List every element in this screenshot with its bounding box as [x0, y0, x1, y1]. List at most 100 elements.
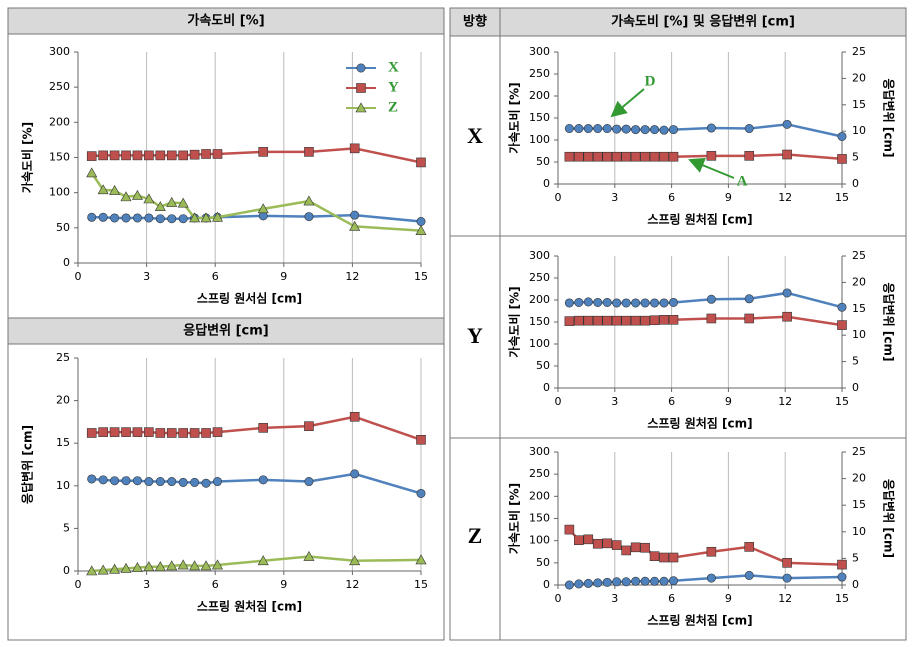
marker: [706, 151, 717, 161]
y-tick-label: 10: [56, 479, 70, 492]
marker: [155, 428, 166, 438]
y-axis-title: 가속도비 [%]: [507, 82, 522, 153]
marker: [86, 428, 97, 438]
marker: [574, 579, 584, 589]
marker: [349, 411, 360, 422]
marker: [782, 311, 792, 322]
marker: [706, 313, 717, 324]
x-tick-label: 12: [345, 578, 359, 591]
marker: [630, 542, 641, 553]
y-tick-label: 0: [543, 177, 550, 190]
marker: [621, 298, 631, 308]
marker: [109, 563, 121, 574]
y-axis-title: 가속도비 [%]: [507, 483, 522, 554]
x-tick-label: 3: [611, 191, 618, 204]
y-tick-label: 50: [536, 556, 550, 569]
marker: [593, 578, 603, 588]
marker: [631, 298, 641, 308]
y-tick-label: 50: [536, 359, 550, 372]
marker: [602, 297, 612, 307]
series-line: [91, 415, 422, 441]
right-header-text: 가속도비 [%] 및 응답변위 [cm]: [611, 15, 795, 30]
y2-tick-label: 25: [852, 445, 866, 458]
x-tick-label: 6: [668, 395, 675, 408]
y-tick-label: 200: [529, 89, 550, 102]
marker: [650, 298, 660, 308]
marker: [602, 151, 613, 162]
marker: [144, 213, 154, 223]
marker: [564, 316, 575, 326]
x-axis-title: 스프링 원처짐 [cm]: [647, 613, 752, 628]
y2-tick-label: 5: [852, 355, 859, 368]
marker: [583, 124, 593, 134]
marker: [110, 213, 120, 223]
y-tick-label: 0: [63, 564, 70, 577]
x-axis-title: 스프링 원처짐 [cm]: [647, 212, 752, 227]
x-tick-label: 6: [668, 191, 675, 204]
marker: [97, 184, 109, 195]
marker: [706, 123, 716, 133]
marker: [190, 477, 200, 487]
marker: [189, 149, 200, 160]
x-tick-label: 15: [835, 395, 849, 408]
marker: [143, 193, 155, 204]
marker: [121, 476, 131, 486]
y-tick-label: 5: [63, 521, 70, 534]
marker: [131, 561, 143, 572]
x-tick-label: 3: [611, 395, 618, 408]
marker: [564, 298, 574, 308]
y2-tick-label: 5: [852, 551, 859, 564]
y2-axis-title: 응답변위 [cm]: [882, 479, 897, 558]
series-line: [569, 123, 843, 138]
marker: [706, 546, 717, 557]
x-tick-label: 9: [725, 191, 732, 204]
marker: [650, 576, 660, 586]
legend-marker: [356, 83, 366, 93]
marker: [132, 150, 143, 161]
marker: [583, 534, 594, 545]
marker: [837, 559, 847, 570]
marker: [121, 427, 131, 437]
marker: [415, 554, 427, 565]
legend-marker: [356, 63, 366, 73]
marker: [668, 552, 679, 563]
marker: [132, 476, 142, 486]
marker: [121, 213, 131, 223]
marker: [640, 151, 650, 162]
row-label: Y: [467, 323, 483, 348]
marker: [144, 477, 154, 487]
marker: [166, 150, 177, 161]
marker: [611, 540, 622, 550]
y-tick-label: 50: [536, 155, 550, 168]
marker: [416, 488, 426, 498]
marker: [303, 195, 315, 206]
y-tick-label: 150: [529, 111, 550, 124]
marker: [659, 576, 669, 586]
marker: [155, 477, 165, 487]
annotation: D: [645, 73, 656, 89]
marker: [98, 150, 108, 161]
marker: [304, 477, 314, 487]
marker: [258, 475, 268, 485]
marker: [574, 535, 584, 546]
marker: [659, 552, 669, 563]
marker: [621, 577, 631, 587]
marker: [630, 315, 641, 326]
marker: [189, 212, 201, 223]
marker: [593, 297, 603, 307]
y-tick-label: 200: [49, 115, 70, 128]
marker: [649, 551, 660, 561]
marker: [602, 315, 613, 326]
marker: [155, 214, 165, 224]
marker: [144, 150, 154, 161]
marker: [621, 124, 631, 134]
marker: [640, 315, 650, 326]
x-tick-label: 0: [555, 395, 562, 408]
marker: [257, 203, 269, 214]
y-tick-label: 25: [56, 351, 70, 364]
marker: [668, 576, 678, 586]
y2-tick-label: 10: [852, 124, 866, 137]
marker: [177, 197, 189, 208]
marker: [837, 572, 847, 582]
